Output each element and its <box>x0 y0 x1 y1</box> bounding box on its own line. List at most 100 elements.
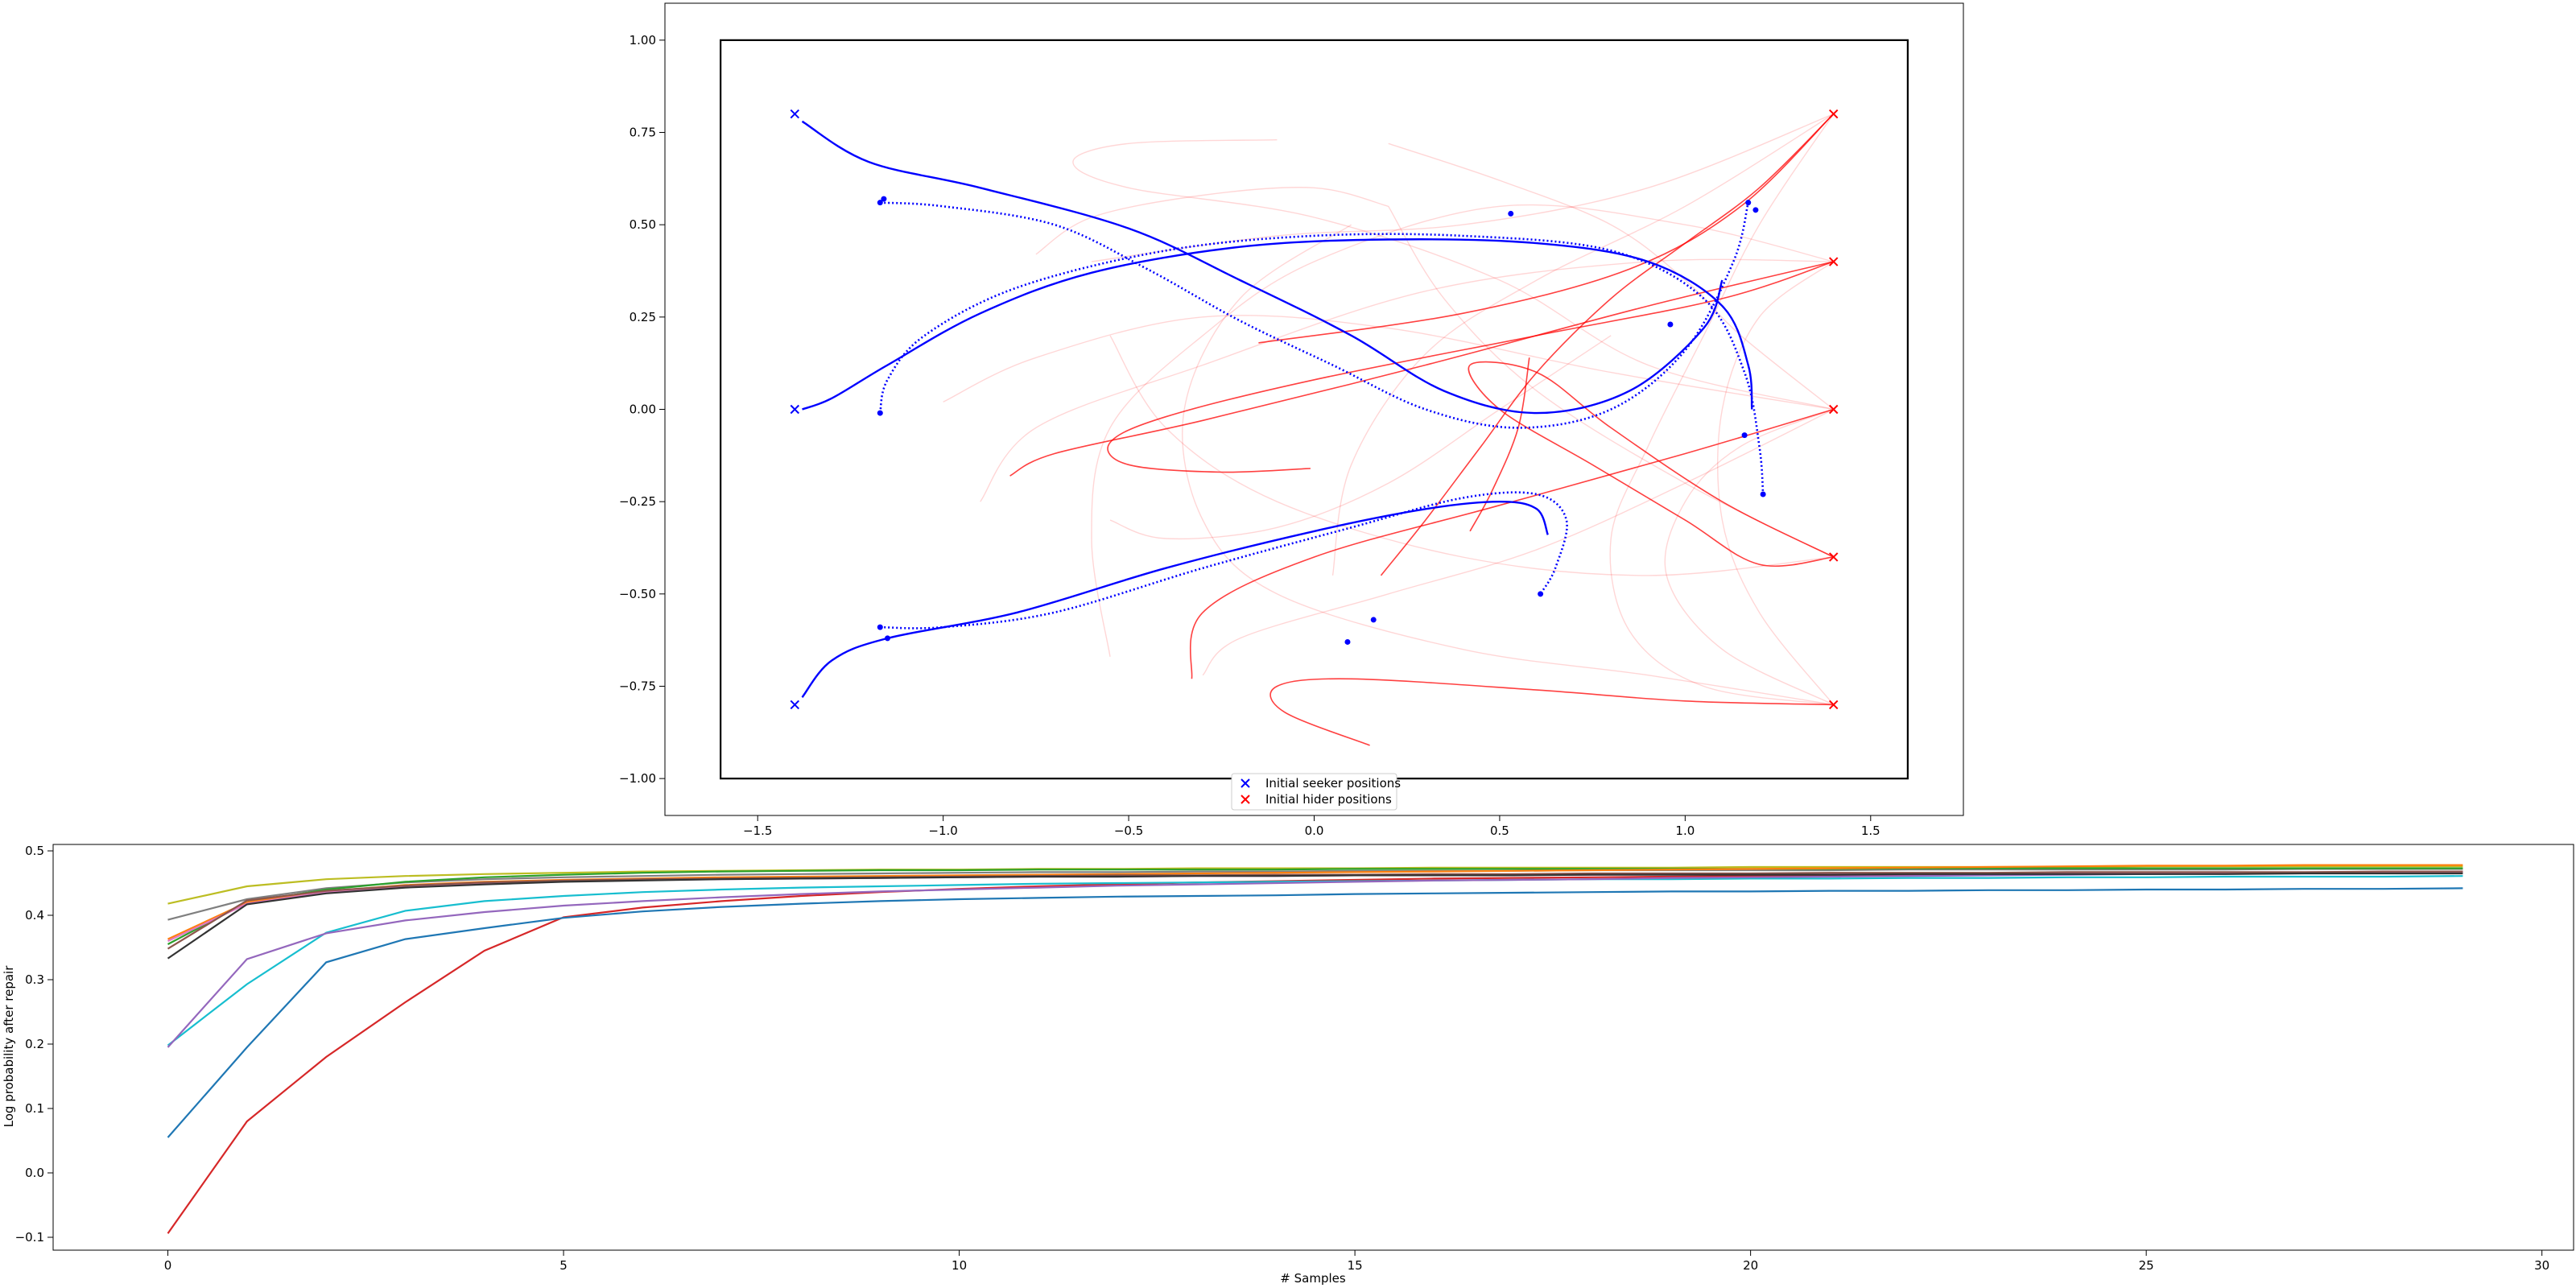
log-probability-series-line <box>167 871 2463 1234</box>
legend-hider-marker <box>1241 795 1250 804</box>
x-tick-label: 15 <box>1348 1258 1363 1273</box>
faint-hider-trajectory <box>980 258 1834 502</box>
x-axis-label: # Samples <box>1280 1271 1346 1286</box>
y-tick-label: 0.1 <box>25 1101 44 1116</box>
y-tick-label: −0.75 <box>619 679 656 693</box>
legend: Initial seeker positions Initial hider p… <box>1231 773 1401 811</box>
x-tick-label: 20 <box>1743 1258 1758 1273</box>
seeker-endpoint-marker <box>1370 617 1377 623</box>
faint-hider-trajectory <box>1072 139 1834 411</box>
faint-hider-trajectory <box>1035 187 1389 255</box>
trajectory-layer <box>720 39 1909 780</box>
seeker-endpoint-marker <box>885 635 891 642</box>
x-tick-label: 30 <box>2534 1258 2549 1273</box>
hider-trajectory <box>1009 261 1834 477</box>
seeker-endpoint-marker <box>1745 200 1752 206</box>
faint-hider-trajectory <box>943 315 1834 411</box>
y-axis-label: Log probability after repair <box>2 965 16 1128</box>
hider-initial-marker <box>1828 552 1839 562</box>
seeker-endpoint-marker <box>1741 432 1748 439</box>
hider-initial-marker <box>1828 257 1839 266</box>
hider-trajectory <box>1107 261 1834 473</box>
log-probability-series-line <box>167 867 2463 945</box>
hider-trajectory <box>1468 361 1835 568</box>
x-tick-label: 25 <box>2139 1258 2154 1273</box>
trajectory-axis-ticks: −1.5 −1.0 −0.5 0.0 0.5 1.0 1.5 −1.00 −0.75 −0.50 −… <box>619 33 1880 838</box>
x-tick-label: −1.0 <box>928 824 957 838</box>
seeker-endpoint-marker <box>1752 207 1759 213</box>
faint-hider-trajectory <box>1609 114 1835 706</box>
seeker-planned-trajectory <box>879 233 1765 495</box>
faint-hider-trajectory <box>1202 408 1835 676</box>
hider-trajectory <box>1469 357 1530 532</box>
seeker-endpoint-marker <box>1508 210 1514 217</box>
trajectory-plot: −1.5 −1.0 −0.5 0.0 0.5 1.0 1.5 −1.00 −0.75 −0.50 −… <box>619 2 1964 838</box>
log-probability-plot: 0 5 10 15 20 25 30 −0.1 0.0 0.1 0.2 0.3 0.4 0.5 # Sam… <box>2 844 2574 1286</box>
seeker-endpoint-marker <box>881 196 887 202</box>
hider-initial-marker <box>1828 404 1839 415</box>
seeker-trajectory <box>801 500 1549 698</box>
seeker-initial-marker <box>790 109 800 119</box>
seeker-endpoint-marker <box>877 200 883 206</box>
seeker-planned-trajectory <box>880 491 1568 630</box>
legend-seeker-marker <box>1241 778 1250 788</box>
y-tick-label: −0.50 <box>619 587 656 601</box>
x-tick-label: −0.5 <box>1114 824 1143 838</box>
hider-trajectory <box>1380 114 1835 576</box>
log-probability-series-line <box>167 872 2463 960</box>
y-tick-label: 0.00 <box>630 402 656 417</box>
log-probability-series-line <box>167 868 2463 921</box>
y-tick-label: 0.3 <box>25 972 44 987</box>
seeker-trajectory <box>801 120 1724 415</box>
faint-hider-trajectory <box>1388 142 1835 411</box>
seeker-endpoint-marker <box>1760 491 1766 497</box>
faint-hider-trajectory <box>1331 114 1835 576</box>
y-tick-label: 0.50 <box>630 217 656 232</box>
hider-initial-marker <box>1828 109 1839 119</box>
x-tick-label: 1.0 <box>1675 824 1695 838</box>
y-tick-label: 0.25 <box>630 310 656 324</box>
legend-hider-label: Initial hider positions <box>1265 792 1392 807</box>
x-tick-label: 10 <box>952 1258 967 1273</box>
log-probability-series-layer <box>167 864 2463 1234</box>
faint-hider-trajectory <box>1182 224 1834 706</box>
y-tick-label: −1.00 <box>619 771 656 786</box>
faint-hider-trajectory <box>1717 261 1835 705</box>
log-probability-series-line <box>167 875 2463 1046</box>
hider-trajectory <box>1258 114 1835 344</box>
faint-hider-trajectory <box>1091 113 1834 262</box>
seeker-trajectory <box>802 238 1753 411</box>
seeker-endpoint-marker <box>1538 591 1544 597</box>
y-tick-label: −0.25 <box>619 494 656 509</box>
seeker-endpoint-marker <box>877 410 883 416</box>
seeker-endpoint-marker <box>877 624 883 630</box>
log-probability-series-line <box>167 870 2463 1048</box>
y-tick-label: 0.0 <box>25 1166 44 1180</box>
y-tick-label: 0.4 <box>25 908 44 923</box>
x-tick-label: 0 <box>164 1258 172 1273</box>
legend-seeker-label: Initial seeker positions <box>1265 776 1401 791</box>
x-tick-label: 5 <box>559 1258 568 1273</box>
faint-hider-trajectory <box>1109 335 1612 540</box>
seeker-initial-marker <box>790 700 800 710</box>
x-tick-label: 0.0 <box>1305 824 1324 838</box>
hider-trajectory <box>1189 408 1834 679</box>
x-tick-label: 0.5 <box>1490 824 1509 838</box>
seeker-endpoint-marker <box>1344 638 1351 645</box>
trajectory-plot-frame <box>664 2 1964 816</box>
faint-hider-trajectory <box>1091 204 1834 657</box>
x-tick-label: −1.5 <box>743 824 772 838</box>
y-tick-label: 1.00 <box>630 33 656 47</box>
faint-hider-trajectory <box>1664 408 1835 706</box>
y-tick-label: −0.1 <box>15 1230 44 1245</box>
x-tick-label: 1.5 <box>1861 824 1880 838</box>
log-probability-series-line <box>167 870 2463 950</box>
hider-trajectory <box>1269 678 1834 746</box>
log-probability-series-line <box>167 887 2463 1138</box>
y-tick-label: 0.2 <box>25 1037 44 1051</box>
log-probability-plot-frame <box>52 844 2574 1251</box>
seeker-initial-marker <box>790 404 800 415</box>
seeker-endpoint-marker <box>1667 321 1674 328</box>
hider-initial-marker <box>1828 700 1839 710</box>
